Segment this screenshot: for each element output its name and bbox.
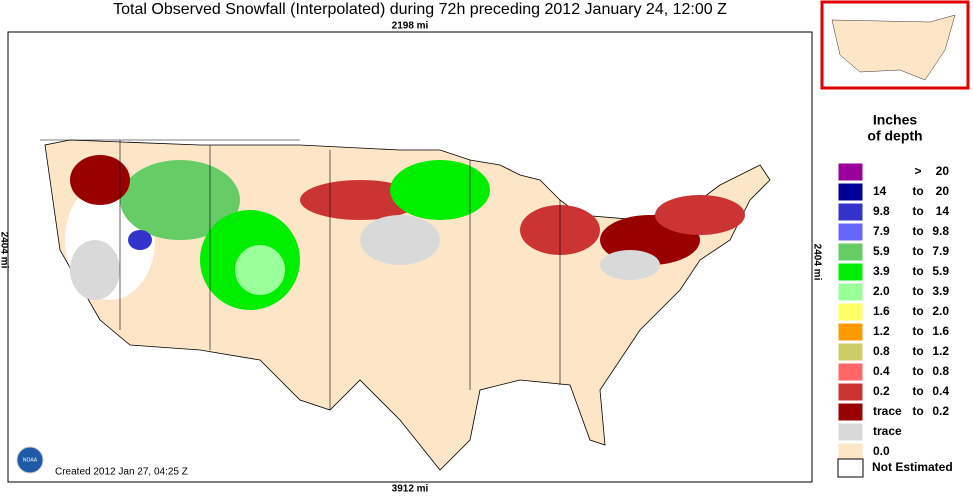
legend-high: 5.9 bbox=[932, 264, 949, 278]
legend-low: 3.9 bbox=[873, 264, 890, 278]
inset-shape bbox=[831, 14, 956, 81]
legend-sep: to bbox=[912, 324, 923, 338]
bottom-scale: 3912 mi bbox=[392, 484, 429, 495]
noaa-logo bbox=[16, 446, 44, 474]
legend-swatch bbox=[837, 402, 864, 422]
legend-low: 0.0 bbox=[873, 444, 890, 458]
legend-sep: to bbox=[912, 204, 923, 218]
legend-sep: to bbox=[912, 304, 923, 318]
legend-low: 7.9 bbox=[873, 224, 890, 238]
legend-sep: to bbox=[912, 364, 923, 378]
legend-low: 5.9 bbox=[873, 244, 890, 258]
legend-low: 1.6 bbox=[873, 304, 890, 318]
legend-high: 7.9 bbox=[932, 244, 949, 258]
created-text: Created 2012 Jan 27, 04:25 Z bbox=[55, 467, 188, 478]
legend-high: 1.6 bbox=[932, 324, 949, 338]
legend-high: 0.2 bbox=[932, 404, 949, 418]
legend-sep: to bbox=[912, 384, 923, 398]
legend-sep: to bbox=[912, 404, 923, 418]
legend-swatch bbox=[837, 422, 864, 442]
logo-text: NOAA bbox=[23, 457, 38, 463]
legend-swatch bbox=[837, 262, 864, 282]
legend-high: 1.2 bbox=[932, 344, 949, 358]
top-scale: 2198 mi bbox=[392, 21, 429, 32]
legend: >20 14 to 20 9.8 to 14 7.9 to 9.8 5.9 to 7.9 3.9 to 5.9… bbox=[837, 162, 950, 462]
legend-sep: to bbox=[912, 244, 923, 258]
legend-sep: to bbox=[912, 184, 923, 198]
legend-low: trace bbox=[873, 424, 902, 438]
legend-high: 14 bbox=[936, 204, 950, 218]
map-title: Total Observed Snowfall (Interpolated) d… bbox=[113, 1, 727, 18]
legend-swatch bbox=[837, 242, 864, 262]
legend-low: 1.2 bbox=[873, 324, 890, 338]
legend-high: 3.9 bbox=[932, 284, 949, 298]
legend-swatch bbox=[837, 458, 864, 478]
legend-swatch bbox=[837, 222, 864, 242]
legend-swatch bbox=[837, 442, 864, 462]
legend-low: trace bbox=[873, 404, 902, 418]
legend-swatch bbox=[837, 362, 864, 382]
legend-high: 9.8 bbox=[932, 224, 949, 238]
legend-low: 0.2 bbox=[873, 384, 890, 398]
legend-low: 2.0 bbox=[873, 284, 890, 298]
legend-high: 20 bbox=[936, 164, 950, 178]
legend-low: 0.4 bbox=[873, 364, 890, 378]
legend-high: 0.4 bbox=[932, 384, 949, 398]
legend-low: 14 bbox=[873, 184, 887, 198]
legend-sep: to bbox=[912, 284, 923, 298]
legend-swatch bbox=[837, 162, 864, 182]
legend-low: 9.8 bbox=[873, 204, 890, 218]
legend-label: Not Estimated bbox=[872, 460, 953, 474]
legend-swatch bbox=[837, 322, 864, 342]
legend-swatch bbox=[837, 302, 864, 322]
legend-swatch bbox=[837, 202, 864, 222]
legend-high: 0.8 bbox=[932, 364, 949, 378]
legend-title: of depth bbox=[867, 128, 922, 144]
left-scale: 2404 mi bbox=[0, 232, 9, 269]
legend-swatch bbox=[837, 282, 864, 302]
legend-high: 20 bbox=[936, 184, 950, 198]
map-body bbox=[40, 139, 771, 471]
legend-title: Inches bbox=[873, 112, 918, 128]
legend-high: 2.0 bbox=[932, 304, 949, 318]
legend-sep: to bbox=[912, 344, 923, 358]
legend-sep: to bbox=[912, 264, 923, 278]
legend-low: 0.8 bbox=[873, 344, 890, 358]
legend-swatch bbox=[837, 342, 864, 362]
right-scale: 2404 mi bbox=[811, 244, 822, 281]
legend-swatch bbox=[837, 382, 864, 402]
legend-sep: > bbox=[914, 164, 921, 178]
legend-swatch bbox=[837, 182, 864, 202]
legend-sep: to bbox=[912, 224, 923, 238]
